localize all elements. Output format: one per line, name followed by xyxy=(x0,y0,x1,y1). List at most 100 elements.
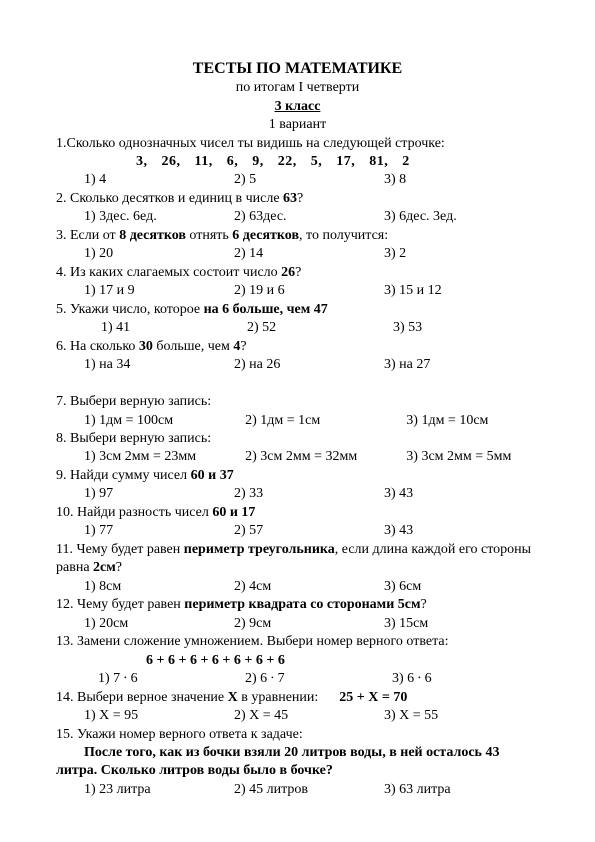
q11-b2: 2см xyxy=(93,560,116,575)
q1-numbers: 3, 26, 11, 6, 9, 22, 5, 17, 81, 2 xyxy=(56,153,539,171)
q12-pre: 12. Чему будет равен xyxy=(56,597,184,612)
q4-options: 1) 17 и 9 2) 19 и 6 3) 15 и 12 xyxy=(56,282,539,300)
q2-text: 2. Сколько десятков и единиц в числе 63? xyxy=(56,190,539,208)
q2-options: 1) 3дес. 6ед. 2) 63дес. 3) 6дес. 3ед. xyxy=(56,208,539,226)
q9-opt-a: 1) 97 xyxy=(84,485,234,503)
q1-opt-a: 1) 4 xyxy=(84,171,234,189)
q3-opt-b: 2) 14 xyxy=(234,245,384,263)
q15-body-1: После того, как из бочки взяли 20 литров… xyxy=(56,744,539,762)
q14-b1: Х xyxy=(228,690,238,705)
q5-opt-b: 2) 52 xyxy=(247,319,393,337)
q5-bold: на 6 больше, чем 47 xyxy=(204,302,328,317)
q8-text: 8. Выбери верную запись: xyxy=(56,430,539,448)
q15-body-2: литра. Сколько литров воды было в бочке? xyxy=(56,762,539,780)
q12-bold: периметр квадрата со сторонами 5см xyxy=(184,597,420,612)
q6-opt-b: 2) на 26 xyxy=(234,356,384,374)
q13-opt-b: 2) 6 ∙ 7 xyxy=(245,670,392,688)
doc-grade: 3 класс xyxy=(56,98,539,116)
q7-opt-c: 3) 1дм = 10см xyxy=(406,412,539,430)
q5-opt-a: 1) 41 xyxy=(101,319,247,337)
q8-opt-c: 3) 3см 2мм = 5мм xyxy=(406,448,539,466)
q2-opt-c: 3) 6дес. 3ед. xyxy=(384,208,534,226)
q6-opt-a: 1) на 34 xyxy=(84,356,234,374)
q13-options: 1) 7 ∙ 6 2) 6 ∙ 7 3) 6 ∙ 6 xyxy=(56,670,539,688)
q9-options: 1) 97 2) 33 3) 43 xyxy=(56,485,539,503)
q7-opt-b: 2) 1дм = 1см xyxy=(245,412,406,430)
q3-opt-a: 1) 20 xyxy=(84,245,234,263)
q10-pre: 10. Найди разность чисел xyxy=(56,505,212,520)
q1-options: 1) 4 2) 5 3) 8 xyxy=(56,171,539,189)
q15-opt-a: 1) 23 литра xyxy=(84,781,234,799)
q13-opt-a: 1) 7 ∙ 6 xyxy=(98,670,245,688)
q2-pre: 2. Сколько десятков и единиц в числе xyxy=(56,191,283,206)
q4-pre: 4. Из каких слагаемых состоит число xyxy=(56,265,281,280)
q11-pre: 11. Чему будет равен xyxy=(56,542,184,557)
q6-opt-c: 3) на 27 xyxy=(384,356,534,374)
q12-opt-a: 1) 20см xyxy=(84,615,234,633)
q13-expr: 6 + 6 + 6 + 6 + 6 + 6 + 6 xyxy=(56,652,539,670)
q7-text: 7. Выбери верную запись: xyxy=(56,393,539,411)
q11-options: 1) 8см 2) 4см 3) 6см xyxy=(56,578,539,596)
q12-opt-b: 2) 9см xyxy=(234,615,384,633)
q10-opt-c: 3) 43 xyxy=(384,522,534,540)
q4-opt-c: 3) 15 и 12 xyxy=(384,282,534,300)
q13-opt-c: 3) 6 ∙ 6 xyxy=(392,670,539,688)
q9-opt-b: 2) 33 xyxy=(234,485,384,503)
q5-options: 1) 41 2) 52 3) 53 xyxy=(56,319,539,337)
q4-text: 4. Из каких слагаемых состоит число 26? xyxy=(56,264,539,282)
doc-title: ТЕСТЫ ПО МАТЕМАТИКЕ xyxy=(56,58,539,79)
q14-opt-c: 3) Х = 55 xyxy=(384,707,534,725)
q6-b1: 30 xyxy=(139,339,153,354)
q4-opt-b: 2) 19 и 6 xyxy=(234,282,384,300)
q3-mid: отнять xyxy=(186,228,232,243)
q11-opt-c: 3) 6см xyxy=(384,578,534,596)
q10-bold: 60 и 17 xyxy=(212,505,255,520)
q8-options: 1) 3см 2мм = 23мм 2) 3см 2мм = 32мм 3) 3… xyxy=(56,448,539,466)
q4-bold: 26 xyxy=(281,265,295,280)
q15-text: 15. Укажи номер верного ответа к задаче: xyxy=(56,726,539,744)
q10-opt-b: 2) 57 xyxy=(234,522,384,540)
q15-opt-b: 2) 45 литров xyxy=(234,781,384,799)
q10-text: 10. Найди разность чисел 60 и 17 xyxy=(56,504,539,522)
q12-options: 1) 20см 2) 9см 3) 15см xyxy=(56,615,539,633)
q7-options: 1) 1дм = 100см 2) 1дм = 1см 3) 1дм = 10с… xyxy=(56,412,539,430)
doc-subtitle: по итогам I четверти xyxy=(56,79,539,97)
q5-opt-c: 3) 53 xyxy=(393,319,539,337)
q11-text: 11. Чему будет равен периметр треугольни… xyxy=(56,541,539,578)
q1-text: 1.Сколько однозначных чисел ты видишь на… xyxy=(56,135,539,153)
q9-opt-c: 3) 43 xyxy=(384,485,534,503)
q4-opt-a: 1) 17 и 9 xyxy=(84,282,234,300)
q2-post: ? xyxy=(297,191,303,206)
q6-options: 1) на 34 2) на 26 3) на 27 xyxy=(56,356,539,374)
q10-opt-a: 1) 77 xyxy=(84,522,234,540)
q6-post: ? xyxy=(240,339,246,354)
q4-post: ? xyxy=(295,265,301,280)
q11-b1: периметр треугольника xyxy=(184,542,335,557)
q14-pre: 14. Выбери верное значение xyxy=(56,690,228,705)
q8-opt-a: 1) 3см 2мм = 23мм xyxy=(84,448,245,466)
q12-opt-c: 3) 15см xyxy=(384,615,534,633)
q15-options: 1) 23 литра 2) 45 литров 3) 63 литра xyxy=(56,781,539,799)
q5-pre: 5. Укажи число, которое xyxy=(56,302,204,317)
q12-post: ? xyxy=(421,597,427,612)
q12-text: 12. Чему будет равен периметр квадрата с… xyxy=(56,596,539,614)
q3-b1: 8 десятков xyxy=(119,228,186,243)
q6-pre: 6. На сколько xyxy=(56,339,139,354)
q14-opt-b: 2) Х = 45 xyxy=(234,707,384,725)
q6-text: 6. На сколько 30 больше, чем 4? xyxy=(56,338,539,356)
q15-opt-c: 3) 63 литра xyxy=(384,781,534,799)
q9-pre: 9. Найди сумму чисел xyxy=(56,468,191,483)
q14-options: 1) Х = 95 2) Х = 45 3) Х = 55 xyxy=(56,707,539,725)
q11-opt-a: 1) 8см xyxy=(84,578,234,596)
q2-opt-a: 1) 3дес. 6ед. xyxy=(84,208,234,226)
doc-variant: 1 вариант xyxy=(56,116,539,134)
blank-line xyxy=(56,375,539,393)
q9-bold: 60 и 37 xyxy=(191,468,234,483)
q9-text: 9. Найди сумму чисел 60 и 37 xyxy=(56,467,539,485)
q2-bold: 63 xyxy=(283,191,297,206)
q8-opt-b: 2) 3см 2мм = 32мм xyxy=(245,448,406,466)
q3-post: , то получится: xyxy=(299,228,388,243)
q7-opt-a: 1) 1дм = 100см xyxy=(84,412,245,430)
q6-mid: больше, чем xyxy=(153,339,233,354)
q10-options: 1) 77 2) 57 3) 43 xyxy=(56,522,539,540)
